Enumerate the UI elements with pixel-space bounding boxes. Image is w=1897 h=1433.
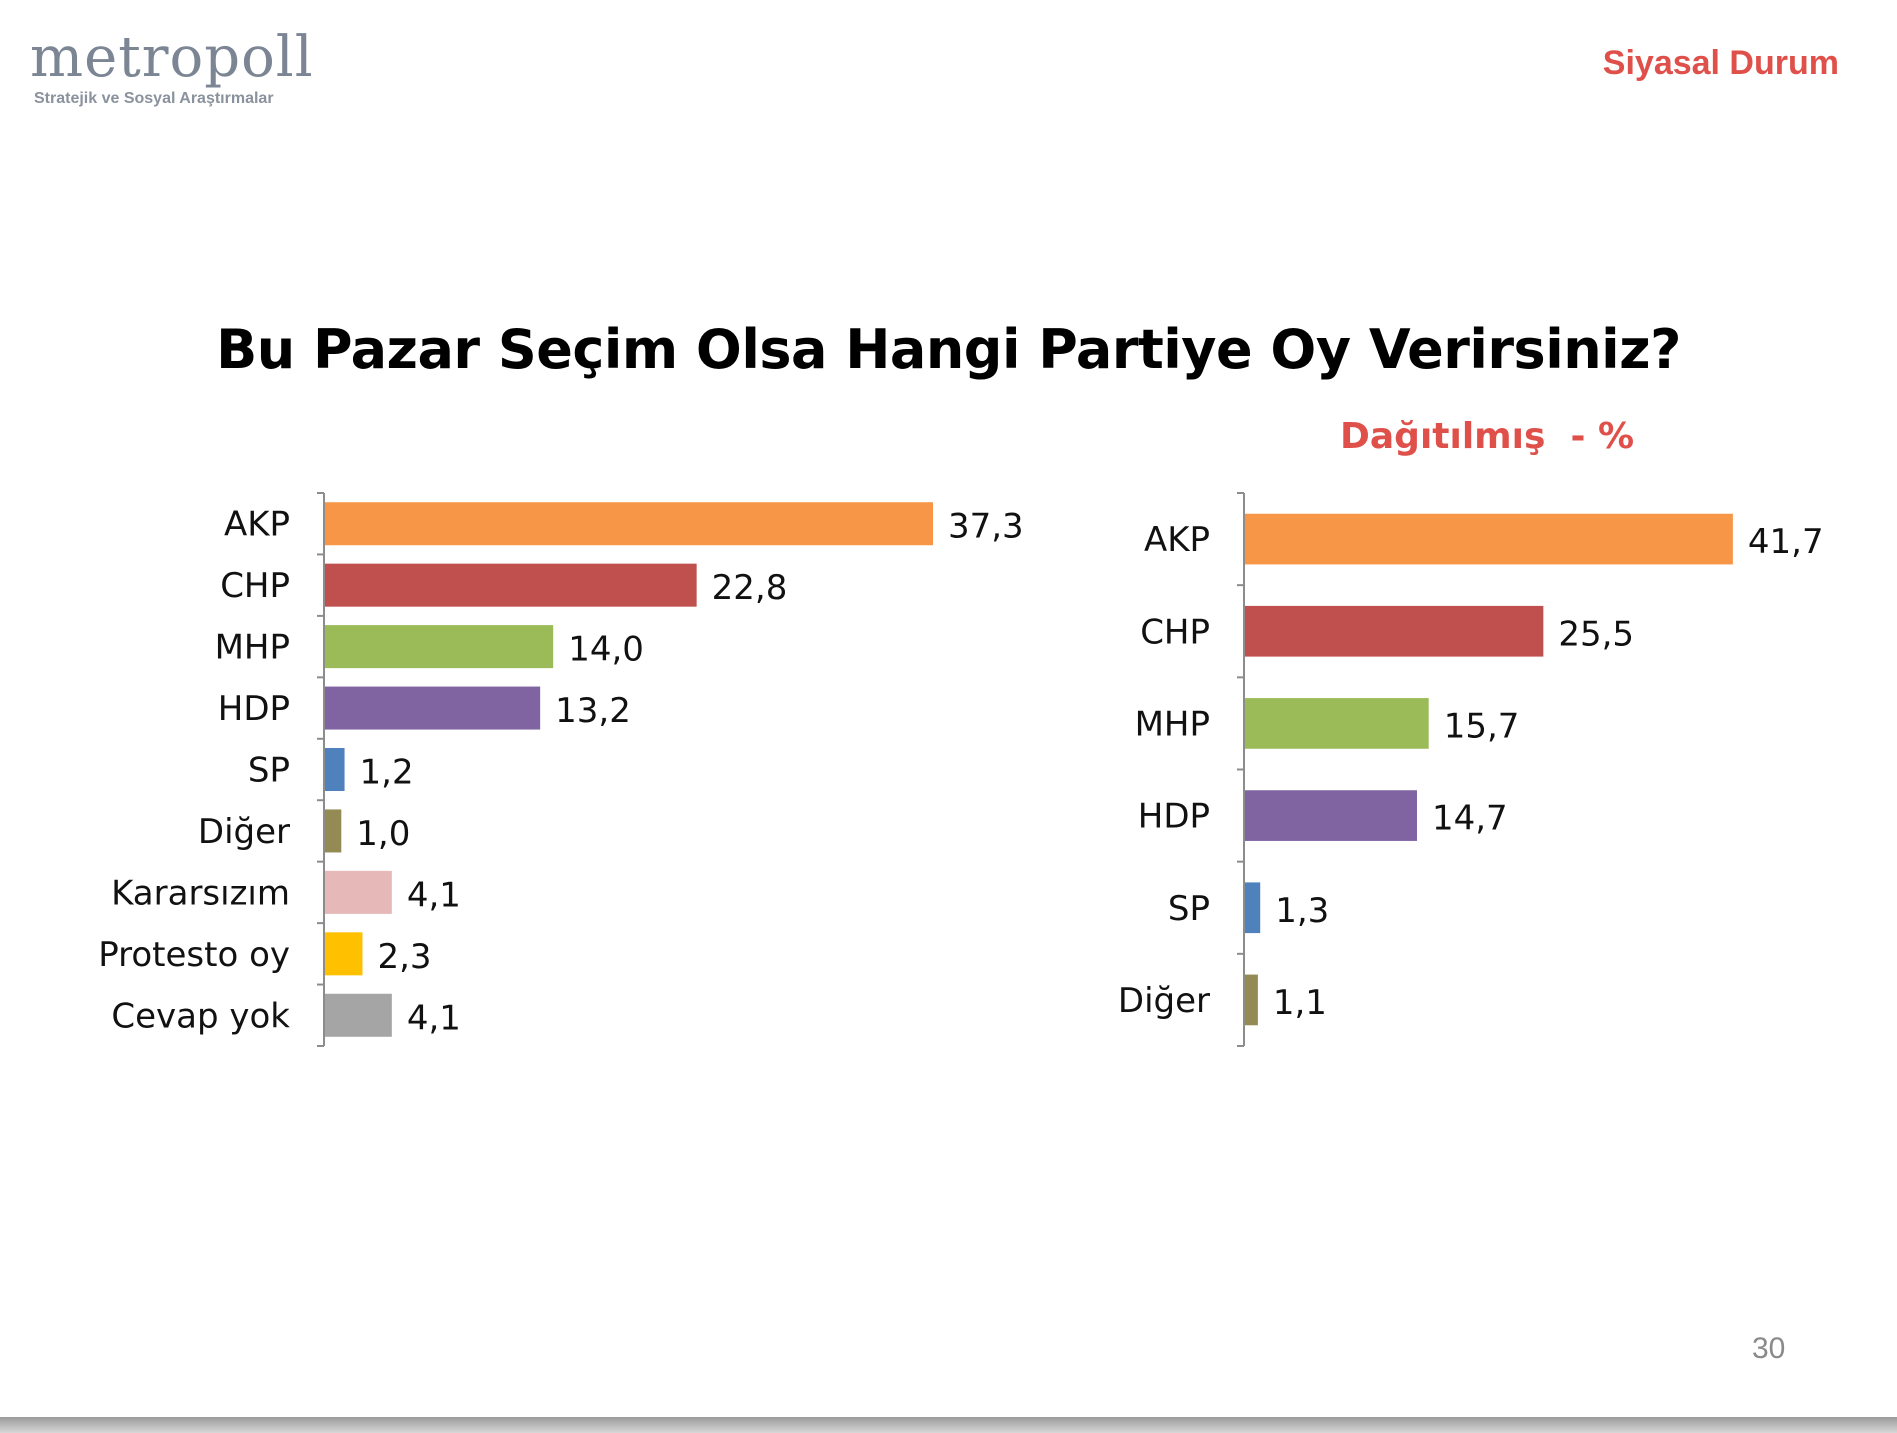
left-bar xyxy=(325,563,697,607)
right-category-label: CHP xyxy=(1140,612,1210,652)
right-category-label: Diğer xyxy=(1118,981,1210,1021)
left-value-label: 4,1 xyxy=(407,998,461,1038)
right-bar xyxy=(1245,513,1733,565)
left-category-label: Cevap yok xyxy=(111,996,290,1036)
left-value-label: 1,0 xyxy=(356,814,410,854)
right-bar xyxy=(1245,605,1544,657)
left-category-label: SP xyxy=(248,751,290,791)
logo-wordmark: metropoll xyxy=(30,25,314,90)
left-category-label: MHP xyxy=(215,628,290,668)
left-category-label: Protesto oy xyxy=(98,935,290,975)
right-bar xyxy=(1245,882,1261,934)
left-bar xyxy=(325,809,342,853)
left-bar xyxy=(325,502,933,546)
footer-bar xyxy=(0,1417,1897,1433)
left-category-label: Diğer xyxy=(198,812,290,852)
left-category-label: HDP xyxy=(218,689,290,729)
right-value-label: 14,7 xyxy=(1432,799,1508,839)
left-category-label: AKP xyxy=(224,505,290,545)
page-title: Bu Pazar Seçim Olsa Hangi Partiye Oy Ver… xyxy=(216,318,1681,381)
left-category-label: Kararsızım xyxy=(111,873,290,913)
left-bar xyxy=(325,870,392,914)
metropoll-logo: metropoll Stratejik ve Sosyal Araştırmal… xyxy=(30,28,314,108)
right-chart-title: Dağıtılmış - % xyxy=(1340,416,1635,457)
left-value-label: 2,3 xyxy=(377,937,431,977)
right-category-label: AKP xyxy=(1144,520,1210,560)
section-title: Siyasal Durum xyxy=(1602,44,1839,82)
right-category-label: HDP xyxy=(1138,797,1210,837)
left-bar xyxy=(325,747,345,792)
page-number: 30 xyxy=(1752,1332,1786,1365)
left-value-label: 14,0 xyxy=(568,630,644,670)
left-value-label: 13,2 xyxy=(555,691,631,731)
right-bar xyxy=(1245,974,1258,1026)
left-bar xyxy=(325,932,363,976)
right-bar xyxy=(1245,698,1429,749)
right-value-label: 15,7 xyxy=(1444,706,1520,746)
left-bar xyxy=(325,625,554,669)
right-bar xyxy=(1245,790,1417,841)
left-value-label: 22,8 xyxy=(712,568,788,608)
right-value-label: 1,1 xyxy=(1273,983,1327,1023)
left-value-label: 1,2 xyxy=(360,753,414,793)
right-category-label: SP xyxy=(1168,889,1210,929)
right-category-label: MHP xyxy=(1135,704,1210,744)
left-category-label: CHP xyxy=(220,566,290,606)
right-value-label: 25,5 xyxy=(1558,614,1634,654)
logo-tagline: Stratejik ve Sosyal Araştırmalar xyxy=(34,90,274,107)
right-value-label: 1,3 xyxy=(1275,891,1329,931)
left-bar xyxy=(325,993,392,1037)
left-value-label: 4,1 xyxy=(407,875,461,915)
left-bar xyxy=(325,686,541,730)
right-value-label: 41,7 xyxy=(1748,522,1824,562)
left-value-label: 37,3 xyxy=(948,507,1024,547)
